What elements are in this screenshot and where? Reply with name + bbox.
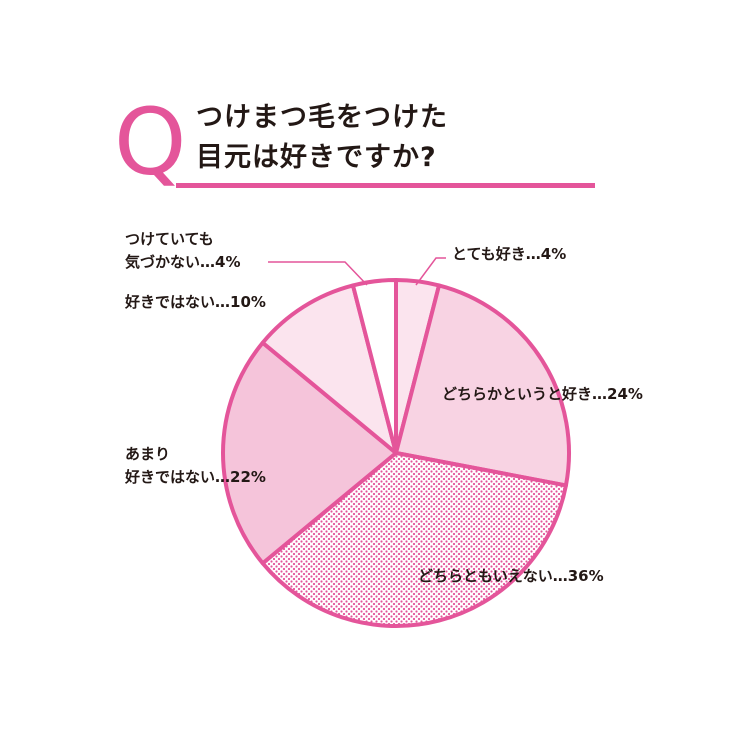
leader-lines bbox=[268, 257, 446, 286]
slice-label-amari-suki-line-1: あまり bbox=[125, 445, 171, 463]
slice-label-kizukanai-line-1: つけていても bbox=[125, 230, 214, 248]
slice-label-suki-dewanai: 好きではない…10% bbox=[125, 293, 266, 311]
question-title: つけまつ毛をつけた 目元は好きですか? bbox=[196, 98, 448, 178]
slice-label-totemo-suki: とても好き…4% bbox=[452, 245, 567, 263]
slice-label-kizukanai-line-2: 気づかない…4% bbox=[125, 253, 241, 271]
pie-slices bbox=[221, 278, 572, 629]
pie-slice-amari-suki bbox=[221, 340, 398, 566]
pie-slice-dochiratomo bbox=[260, 451, 568, 629]
leader-line-totemo-suki bbox=[415, 257, 446, 286]
question-title-line-2: 目元は好きですか? bbox=[196, 142, 437, 173]
question-title-line-1: つけまつ毛をつけた bbox=[196, 102, 448, 133]
title-underline bbox=[176, 183, 595, 188]
question-mark-q: Q bbox=[114, 89, 187, 196]
pie-slice-dochiraka-suki bbox=[394, 283, 572, 488]
pie-slice-kizukanai bbox=[350, 278, 398, 455]
leader-line-kizukanai bbox=[268, 261, 368, 286]
slice-label-amari-suki-line-2: 好きではない…22% bbox=[125, 468, 266, 486]
slice-label-dochiratomo: どちらともいえない…36% bbox=[418, 567, 604, 585]
slice-label-dochiraka-suki: どちらかというと好き…24% bbox=[442, 385, 643, 403]
